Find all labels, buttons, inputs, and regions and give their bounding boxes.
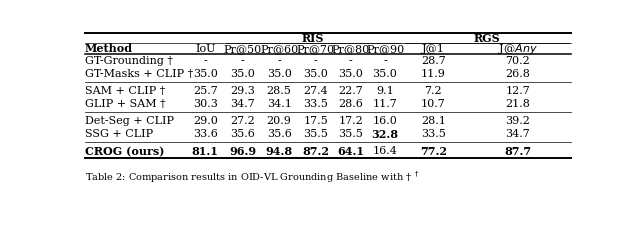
Text: Pr@80: Pr@80: [332, 44, 370, 54]
Text: 94.8: 94.8: [266, 146, 292, 157]
Text: IoU: IoU: [195, 44, 216, 54]
Text: 20.9: 20.9: [267, 116, 292, 126]
Text: Pr@60: Pr@60: [260, 44, 298, 54]
Text: 29.0: 29.0: [193, 116, 218, 126]
Text: CROG (ours): CROG (ours): [85, 146, 164, 157]
Text: Pr@90: Pr@90: [366, 44, 404, 54]
Text: 39.2: 39.2: [506, 116, 530, 126]
Text: 9.1: 9.1: [376, 86, 394, 96]
Text: RGS: RGS: [474, 33, 500, 44]
Text: 35.0: 35.0: [339, 69, 364, 79]
Text: 29.3: 29.3: [230, 86, 255, 96]
Text: 35.0: 35.0: [303, 69, 328, 79]
Text: 28.5: 28.5: [267, 86, 292, 96]
Text: 87.7: 87.7: [504, 146, 531, 157]
Text: 35.6: 35.6: [267, 129, 292, 139]
Text: Table 2: Comparison results in OID-VL Grounding Baseline with † $^\dagger$: Table 2: Comparison results in OID-VL Gr…: [85, 169, 420, 185]
Text: 35.0: 35.0: [267, 69, 292, 79]
Text: 33.5: 33.5: [421, 129, 446, 139]
Text: GT-Grounding †: GT-Grounding †: [85, 56, 173, 66]
Text: 35.6: 35.6: [230, 129, 255, 139]
Text: 28.6: 28.6: [339, 99, 364, 109]
Text: Det-Seg + CLIP: Det-Seg + CLIP: [85, 116, 174, 126]
Text: 33.6: 33.6: [193, 129, 218, 139]
Text: Pr@50: Pr@50: [223, 44, 262, 54]
Text: Method: Method: [85, 43, 133, 54]
Text: SSG + CLIP: SSG + CLIP: [85, 129, 153, 139]
Text: 34.7: 34.7: [506, 129, 530, 139]
Text: 70.2: 70.2: [506, 56, 530, 66]
Text: -: -: [277, 56, 281, 66]
Text: 11.9: 11.9: [421, 69, 446, 79]
Text: -: -: [349, 56, 353, 66]
Text: 27.4: 27.4: [303, 86, 328, 96]
Text: 16.0: 16.0: [372, 116, 397, 126]
Text: 12.7: 12.7: [506, 86, 530, 96]
Text: 64.1: 64.1: [337, 146, 364, 157]
Text: 28.7: 28.7: [421, 56, 446, 66]
Text: GLIP + SAM †: GLIP + SAM †: [85, 99, 166, 109]
Text: 35.5: 35.5: [303, 129, 328, 139]
Text: 77.2: 77.2: [420, 146, 447, 157]
Text: 28.1: 28.1: [421, 116, 446, 126]
Text: 21.8: 21.8: [506, 99, 530, 109]
Text: 34.1: 34.1: [267, 99, 292, 109]
Text: 81.1: 81.1: [192, 146, 219, 157]
Text: SAM + CLIP †: SAM + CLIP †: [85, 86, 165, 96]
Text: 25.7: 25.7: [193, 86, 218, 96]
Text: 35.0: 35.0: [372, 69, 397, 79]
Text: 17.2: 17.2: [339, 116, 363, 126]
Text: 27.2: 27.2: [230, 116, 255, 126]
Text: -: -: [241, 56, 244, 66]
Text: 34.7: 34.7: [230, 99, 255, 109]
Text: 22.7: 22.7: [339, 86, 363, 96]
Text: J@$\mathit{Any}$: J@$\mathit{Any}$: [498, 42, 538, 56]
Text: 7.2: 7.2: [424, 86, 442, 96]
Text: 35.5: 35.5: [339, 129, 364, 139]
Text: -: -: [383, 56, 387, 66]
Text: J@1: J@1: [422, 44, 445, 54]
Text: 16.4: 16.4: [372, 146, 397, 156]
Text: 17.5: 17.5: [303, 116, 328, 126]
Text: RIS: RIS: [302, 33, 324, 44]
Text: 33.5: 33.5: [303, 99, 328, 109]
Text: 35.0: 35.0: [230, 69, 255, 79]
Text: -: -: [314, 56, 317, 66]
Text: Pr@70: Pr@70: [296, 44, 335, 54]
Text: GT-Masks + CLIP †: GT-Masks + CLIP †: [85, 69, 193, 79]
Text: 32.8: 32.8: [372, 129, 399, 140]
Text: 26.8: 26.8: [506, 69, 530, 79]
Text: 87.2: 87.2: [302, 146, 329, 157]
Text: 30.3: 30.3: [193, 99, 218, 109]
Text: 96.9: 96.9: [229, 146, 256, 157]
Text: -: -: [204, 56, 207, 66]
Text: 10.7: 10.7: [421, 99, 446, 109]
Text: 35.0: 35.0: [193, 69, 218, 79]
Text: 11.7: 11.7: [372, 99, 397, 109]
